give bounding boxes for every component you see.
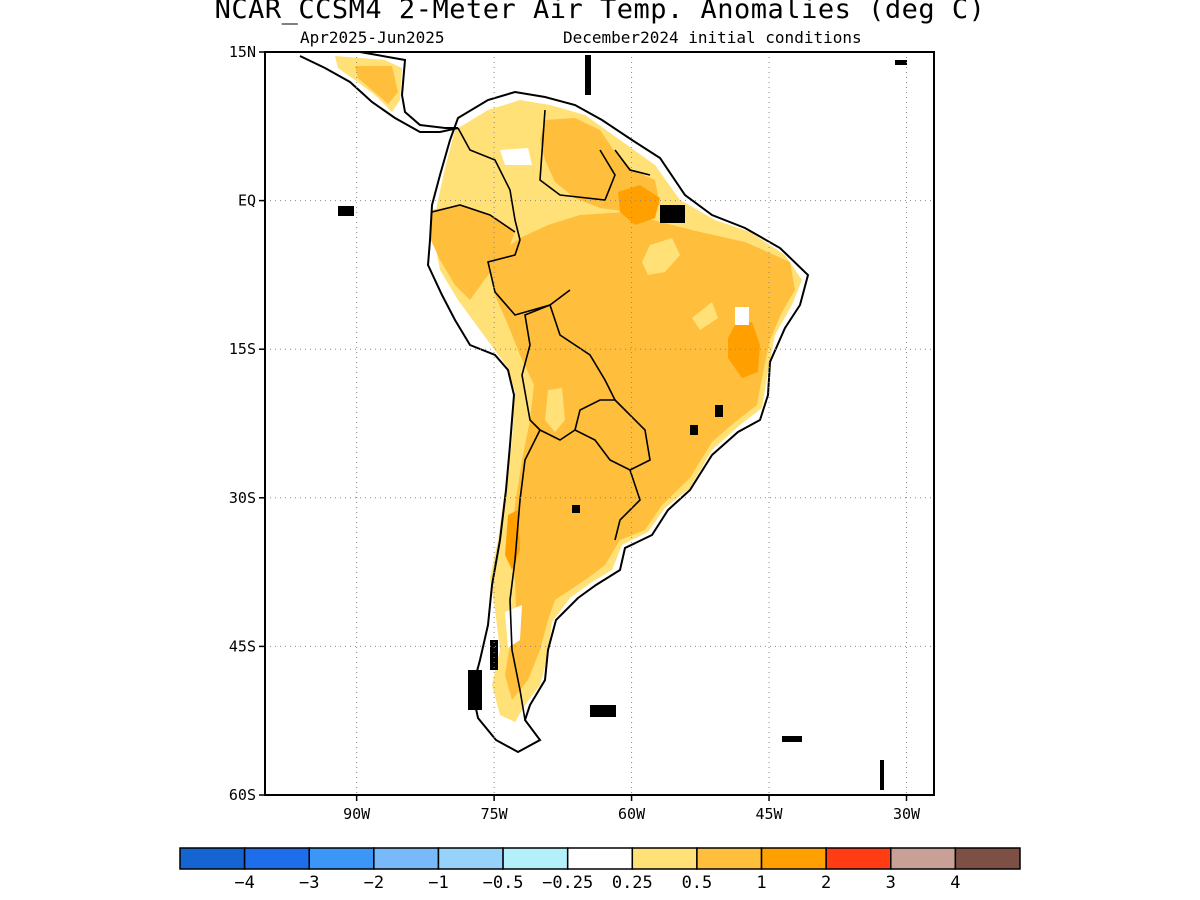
light-patch-brazil [692,302,718,330]
map-content [299,52,907,790]
lat-tick-label: 60S [229,786,256,804]
legend-label: −4 [234,873,254,893]
lat-tick-label: 45S [229,637,256,655]
forecast-period: Apr2025-Jun2025 [300,28,445,47]
longitude-axis: 90W 75W 60W 45W 30W [343,795,921,823]
legend-swatch [179,847,246,870]
lat-tick-label: EQ [238,192,256,210]
legend-label: 4 [950,873,960,893]
legend-swatch [631,847,698,870]
legend-label: 0.25 [612,873,653,893]
legend-swatch [502,847,569,870]
country-borders [431,109,651,721]
lat-tick-label: 15S [229,340,256,358]
legend-label: 2 [821,873,831,893]
legend-swatch [566,847,634,870]
lon-tick-label: 30W [893,805,921,823]
legend-label: −1 [428,873,448,893]
central-america-coastline [299,52,459,133]
map-title: NCAR_CCSM4 2-Meter Air Temp. Anomalies (… [214,0,986,25]
legend-swatch [954,847,1021,870]
legend-swatch [308,847,375,870]
legend-label: −3 [299,873,319,893]
legend-swatch [760,847,827,870]
south-america-coastline [426,90,810,754]
mid-anomaly-central-america [355,66,398,104]
lon-tick-label: 75W [481,805,509,823]
legend-label: 3 [886,873,896,893]
legend-label: −0.5 [483,873,524,893]
mid-anomaly-northwest [430,205,515,300]
legend-swatch [890,847,957,870]
legend-label: 0.5 [682,873,713,893]
legend-swatch [825,847,892,870]
legend-label: 1 [756,873,766,893]
neutral-patch-brazil [735,307,749,325]
lat-tick-label: 15N [229,43,256,61]
neutral-patch-venezuela [500,148,532,165]
color-legend: −4 −3 −2 −1 −0.5 −0.25 0.25 0.5 1 2 3 4 [179,847,1021,893]
light-patch-south [545,388,565,432]
high-anomaly-guiana [618,185,660,225]
lon-tick-label: 60W [618,805,646,823]
lon-tick-label: 90W [343,805,371,823]
islands [338,55,907,790]
legend-swatch [437,847,504,870]
high-anomaly-brazil-east [728,322,760,378]
lon-tick-label: 45W [755,805,783,823]
mid-anomaly-region [488,212,795,700]
legend-label: −0.25 [542,873,593,893]
map-frame [264,51,935,796]
legend-swatch [696,847,763,870]
legend-swatch [373,847,440,870]
neutral-patch-patagonia [505,605,522,648]
lat-tick-label: 30S [229,489,256,507]
light-patch-amazon [642,238,680,275]
legend-swatch [243,847,310,870]
high-anomaly-andes [505,510,520,570]
latitude-axis: 15N EQ 15S 30S 45S 60S [229,43,265,804]
initial-conditions: December2024 initial conditions [563,28,862,47]
legend-label: −2 [364,873,384,893]
